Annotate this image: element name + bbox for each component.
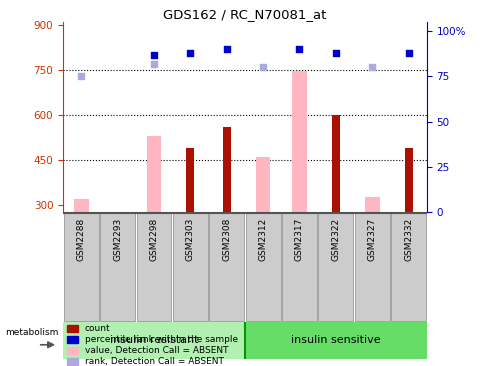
Bar: [364, 197, 378, 212]
FancyBboxPatch shape: [244, 322, 426, 359]
Point: [258, 64, 266, 70]
Point: [77, 74, 85, 79]
Bar: [222, 127, 230, 212]
FancyBboxPatch shape: [209, 213, 243, 321]
FancyBboxPatch shape: [136, 213, 171, 321]
Text: GSM2332: GSM2332: [403, 218, 412, 261]
Bar: [67, 347, 77, 354]
Text: GSM2322: GSM2322: [331, 218, 340, 261]
Title: GDS162 / RC_N70081_at: GDS162 / RC_N70081_at: [163, 8, 326, 21]
Point: [222, 46, 230, 52]
FancyBboxPatch shape: [318, 213, 352, 321]
Text: GSM2317: GSM2317: [294, 218, 303, 261]
FancyBboxPatch shape: [281, 213, 316, 321]
Text: insulin sensitive: insulin sensitive: [290, 335, 380, 346]
Bar: [291, 71, 306, 212]
FancyBboxPatch shape: [63, 322, 244, 359]
Point: [150, 61, 157, 67]
Bar: [256, 157, 270, 212]
Text: rank, Detection Call = ABSENT: rank, Detection Call = ABSENT: [85, 357, 223, 366]
FancyBboxPatch shape: [354, 213, 389, 321]
Bar: [146, 136, 161, 212]
FancyBboxPatch shape: [390, 213, 425, 321]
Text: GSM2293: GSM2293: [113, 218, 122, 261]
Text: value, Detection Call = ABSENT: value, Detection Call = ABSENT: [85, 346, 228, 355]
Point: [186, 50, 194, 56]
Text: GSM2312: GSM2312: [258, 218, 267, 261]
Point: [331, 50, 339, 56]
Text: GSM2288: GSM2288: [76, 218, 86, 261]
Bar: [67, 358, 77, 365]
Point: [404, 50, 411, 56]
FancyBboxPatch shape: [100, 213, 135, 321]
Point: [295, 46, 302, 52]
Text: GSM2327: GSM2327: [367, 218, 376, 261]
Text: insulin resistant: insulin resistant: [109, 335, 198, 346]
Bar: [67, 336, 77, 343]
Bar: [74, 199, 89, 212]
Point: [150, 52, 157, 57]
Bar: [186, 148, 194, 212]
Bar: [331, 115, 339, 212]
Bar: [67, 325, 77, 332]
Text: count: count: [85, 324, 110, 333]
Point: [367, 64, 375, 70]
FancyBboxPatch shape: [172, 213, 207, 321]
Text: GSM2303: GSM2303: [185, 218, 195, 261]
Bar: [404, 148, 412, 212]
Text: metabolism: metabolism: [5, 328, 58, 337]
Text: GSM2308: GSM2308: [222, 218, 231, 261]
FancyBboxPatch shape: [245, 213, 280, 321]
FancyBboxPatch shape: [64, 213, 99, 321]
Text: percentile rank within the sample: percentile rank within the sample: [85, 335, 238, 344]
Text: GSM2298: GSM2298: [149, 218, 158, 261]
